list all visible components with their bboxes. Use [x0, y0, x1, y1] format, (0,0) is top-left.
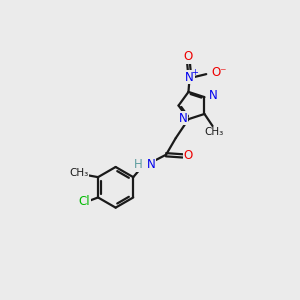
Text: O: O	[183, 149, 192, 162]
Text: CH₃: CH₃	[69, 168, 88, 178]
Text: N: N	[147, 158, 156, 171]
Text: N: N	[185, 70, 194, 84]
Text: N: N	[179, 112, 188, 124]
Text: H: H	[134, 158, 142, 171]
Text: CH₃: CH₃	[204, 128, 223, 137]
Text: O⁻: O⁻	[211, 67, 227, 80]
Text: +: +	[191, 68, 198, 77]
Text: N: N	[209, 89, 218, 103]
Text: O: O	[184, 50, 193, 63]
Text: Cl: Cl	[78, 195, 90, 208]
